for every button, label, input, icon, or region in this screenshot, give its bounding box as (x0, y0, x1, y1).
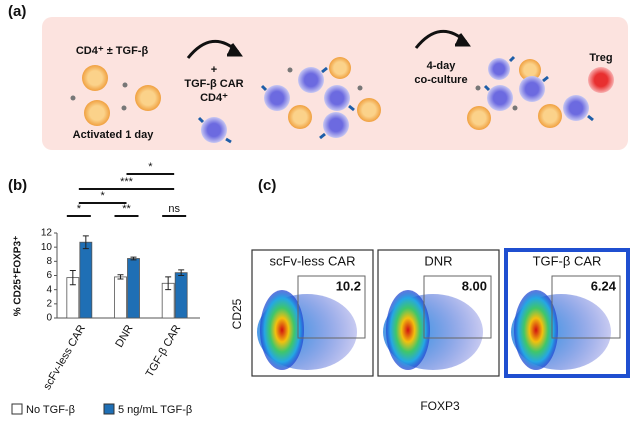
flow-x-label: FOXP3 (420, 399, 460, 413)
dot-cloud (386, 290, 430, 370)
dot-cloud (260, 290, 304, 370)
error-bar (69, 270, 76, 286)
diagram-label: Treg (589, 52, 612, 64)
significance-label: ns (168, 203, 180, 215)
y-tick-label: 12 (41, 228, 53, 239)
significance-label: *** (120, 176, 134, 188)
y-axis-label: % CD25⁺FOXP3⁺ (13, 236, 24, 317)
panel-label: (a) (8, 3, 26, 20)
y-tick-label: 0 (46, 313, 52, 324)
flow-dots (257, 290, 357, 370)
gate-label: 6.24 (591, 278, 617, 293)
flow-title: scFv-less CAR (270, 253, 356, 268)
diagram-label: Activated 1 day (73, 129, 155, 141)
significance-label: ** (122, 203, 131, 215)
gate-label: 8.00 (462, 278, 487, 293)
legend-swatch (11, 403, 23, 415)
error-bar (130, 256, 137, 261)
diagram-label: co-culture (414, 74, 467, 86)
flow-box (377, 249, 500, 377)
flow-title: DNR (424, 253, 452, 268)
diagram-label: TGF-β CAR (184, 78, 243, 90)
diagram-label: 4-day (427, 60, 457, 72)
cells (70, 55, 614, 144)
bar (114, 276, 127, 319)
panel-label: (b) (8, 177, 27, 194)
bar (79, 241, 93, 319)
gate-label: 10.2 (336, 278, 361, 293)
gate (297, 275, 366, 339)
x-tick-label: TGF-β CAR (144, 323, 184, 380)
diagram-label: CD4⁺ (200, 92, 228, 104)
x-tick-label: scFv-less CAR (41, 323, 88, 392)
error-bar (117, 274, 124, 280)
flow-plots: scFv-less CAR 10.2 DNR 8.00 TGF-β CAR 6.24 (251, 248, 630, 378)
flow-dots (511, 290, 611, 370)
arrows (186, 29, 471, 59)
legend-label: 5 ng/mL TGF-β (118, 404, 192, 416)
significance-label: * (101, 190, 106, 202)
flow-title: TGF-β CAR (533, 253, 602, 268)
flow-box (251, 249, 374, 377)
bar (127, 258, 140, 319)
bar (174, 272, 188, 319)
dot-cloud (514, 290, 558, 370)
significance-label: * (148, 161, 153, 173)
legend-label: No TGF-β (26, 404, 75, 416)
flow-dots (383, 290, 483, 370)
y-tick-label: 2 (46, 298, 52, 309)
y-tick-label: 6 (46, 270, 52, 281)
error-bar (165, 276, 172, 291)
y-tick-label: 10 (41, 242, 53, 253)
panel-label: (c) (258, 177, 276, 194)
y-tick-label: 4 (46, 284, 52, 295)
error-bar (82, 235, 89, 250)
y-tick-label: 8 (46, 256, 52, 267)
error-bar (178, 269, 185, 276)
gate (551, 275, 621, 339)
legend-swatch (103, 403, 115, 415)
flow-y-label: CD25 (230, 298, 244, 329)
significance-label: * (77, 203, 82, 215)
diagram-label: CD4⁺ ± TGF-β (76, 45, 149, 57)
x-tick-label: DNR (113, 323, 135, 350)
flow-box (504, 248, 630, 378)
gate (423, 275, 492, 339)
diagram-label: + (211, 64, 217, 76)
